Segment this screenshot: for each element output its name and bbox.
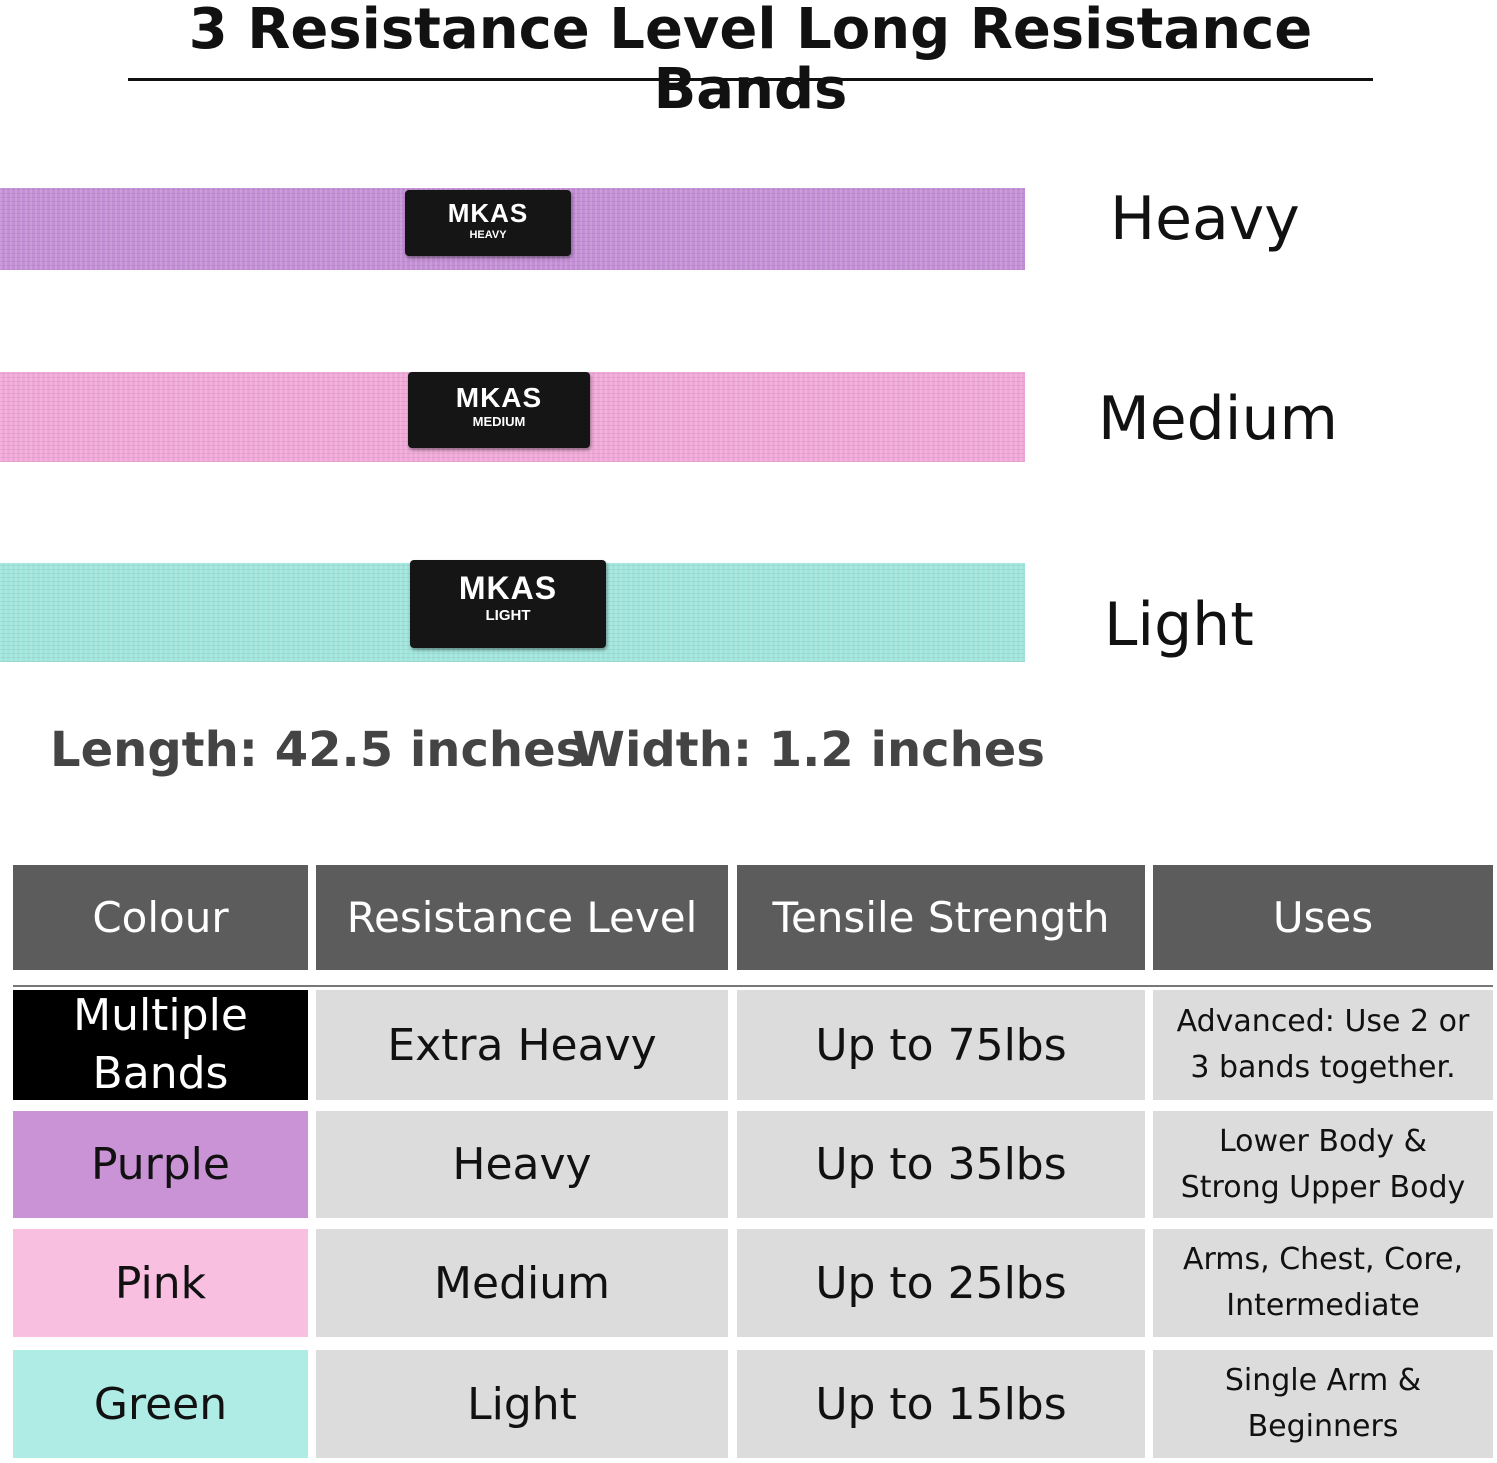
table-cell-strength: Up to 25lbs	[737, 1229, 1145, 1337]
tag-level: MEDIUM	[472, 414, 526, 429]
band-tag-medium: MKAS MEDIUM	[408, 372, 590, 448]
table-cell-level: Heavy	[316, 1111, 728, 1218]
table-cell-level: Medium	[316, 1229, 728, 1337]
table-cell-strength: Up to 35lbs	[737, 1111, 1145, 1218]
table-cell-strength: Up to 15lbs	[737, 1350, 1145, 1458]
width-spec: Width: 1.2 inches	[572, 722, 1045, 778]
brand-logo: MKAS	[447, 198, 529, 228]
table-cell-colour: Pink	[13, 1229, 308, 1337]
table-cell-uses: Advanced: Use 2 or 3 bands together.	[1153, 990, 1493, 1100]
band-tag-heavy: MKAS HEAVY	[405, 190, 571, 256]
page-title: 3 Resistance Level Long Resistance Bands	[128, 0, 1373, 120]
table-cell-uses: Arms, Chest, Core, Intermediate	[1153, 1229, 1493, 1337]
brand-logo: MKAS	[458, 570, 558, 606]
header-tensile-strength: Tensile Strength	[737, 865, 1145, 970]
length-spec: Length: 42.5 inches	[50, 722, 585, 778]
table-cell-colour: Multiple Bands	[13, 990, 308, 1100]
table-cell-level: Extra Heavy	[316, 990, 728, 1100]
band-label-heavy: Heavy	[1110, 184, 1300, 254]
table-cell-strength: Up to 75lbs	[737, 990, 1145, 1100]
band-label-light: Light	[1104, 590, 1254, 660]
table-cell-uses: Single Arm & Beginners	[1153, 1350, 1493, 1458]
table-cell-colour: Purple	[13, 1111, 308, 1218]
tag-level: LIGHT	[485, 607, 531, 624]
table-cell-level: Light	[316, 1350, 728, 1458]
brand-logo: MKAS	[455, 382, 543, 413]
header-divider	[13, 985, 1493, 987]
band-tag-light: MKAS LIGHT	[410, 560, 606, 648]
header-colour: Colour	[13, 865, 308, 970]
tag-level: HEAVY	[469, 229, 507, 241]
header-resistance-level: Resistance Level	[316, 865, 728, 970]
header-uses: Uses	[1153, 865, 1493, 970]
band-label-medium: Medium	[1098, 384, 1338, 454]
table-cell-colour: Green	[13, 1350, 308, 1458]
table-cell-uses: Lower Body & Strong Upper Body	[1153, 1111, 1493, 1218]
